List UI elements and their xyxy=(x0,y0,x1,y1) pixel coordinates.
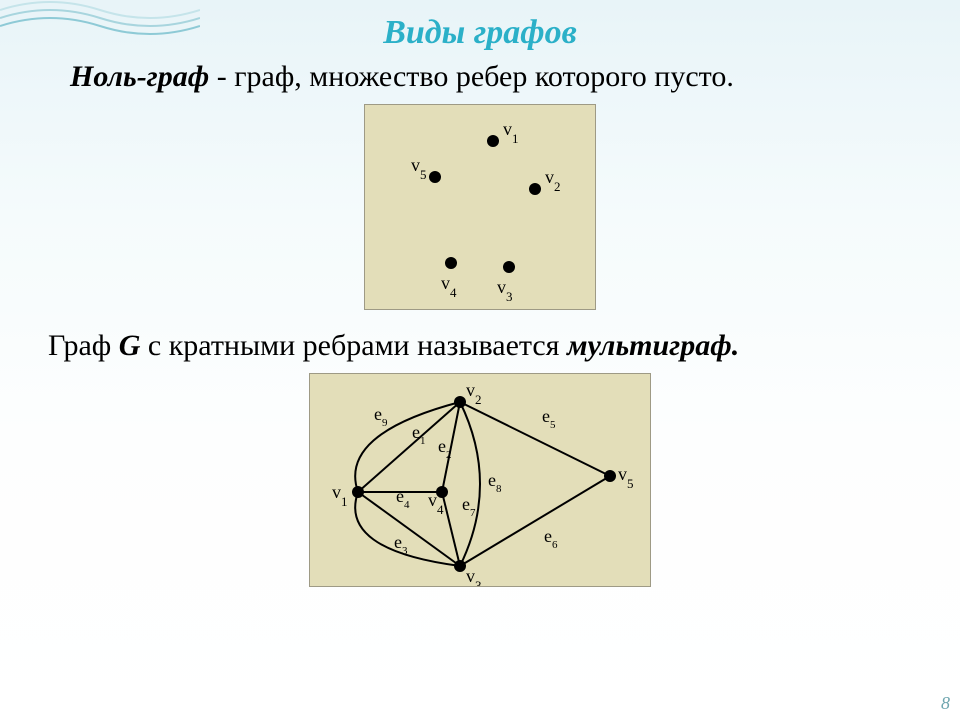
node-v2 xyxy=(454,396,466,408)
graph-symbol: G xyxy=(119,329,141,362)
node-v1 xyxy=(487,135,499,147)
page-title: Виды графов xyxy=(0,0,960,52)
node-v4 xyxy=(436,486,448,498)
node-v3 xyxy=(454,560,466,572)
node-v5 xyxy=(604,470,616,482)
slide: Виды графов Ноль-граф - граф, множество … xyxy=(0,0,960,720)
node-v4 xyxy=(445,257,457,269)
multigraph-diagram: e1e2e3e4e5e6e7e8e9v1v2v3v4v5 xyxy=(309,373,651,587)
definition-multigraph-mid: с кратными ребрами называется xyxy=(140,329,567,362)
term-null-graph: Ноль-граф xyxy=(70,60,209,93)
definition-multigraph: Граф G с кратными ребрами называется мул… xyxy=(48,326,920,365)
definition-null-graph-rest: - граф, множество ребер которого пусто. xyxy=(209,60,734,93)
node-v2 xyxy=(529,183,541,195)
term-multigraph: мультиграф. xyxy=(567,329,739,362)
node-v1 xyxy=(352,486,364,498)
page-number: 8 xyxy=(941,693,950,714)
definition-null-graph: Ноль-граф - граф, множество ребер которо… xyxy=(40,58,920,96)
null-graph-diagram: v1v2v3v4v5 xyxy=(364,104,596,310)
node-v3 xyxy=(503,261,515,273)
node-v5 xyxy=(429,171,441,183)
definition-multigraph-pre: Граф xyxy=(48,329,119,362)
